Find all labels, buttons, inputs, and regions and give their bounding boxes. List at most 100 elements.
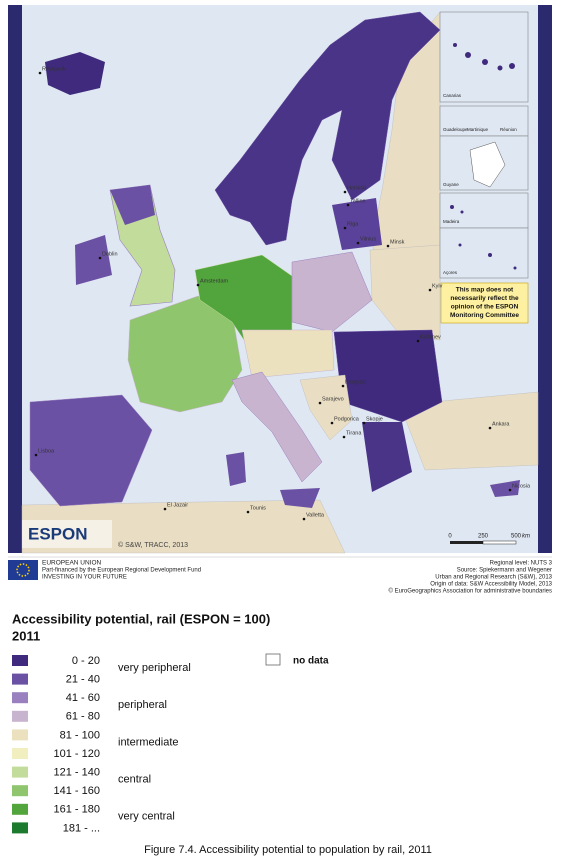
city-dot xyxy=(163,507,167,511)
legend-description: very central xyxy=(118,811,175,823)
city-label: Vilnius xyxy=(360,236,376,242)
eu-text: Part-financed by the European Regional D… xyxy=(42,568,201,574)
city-label: Sarajevo xyxy=(322,396,344,402)
city-label: Minsk xyxy=(390,239,405,245)
source-text: © EuroGeographics Association for admini… xyxy=(388,588,552,595)
city-dot xyxy=(302,517,306,521)
copyright: © S&W, TRACC, 2013 xyxy=(118,541,188,549)
city-dot xyxy=(341,384,345,388)
note-line: Monitoring Committee xyxy=(450,312,519,319)
logo: ESPON xyxy=(28,524,88,543)
city-label: Reykjavík xyxy=(42,66,66,72)
legend-swatch xyxy=(12,822,28,834)
no-data-swatch xyxy=(265,653,281,666)
city-label: Tounis xyxy=(250,505,266,511)
sardinia xyxy=(226,452,246,486)
legend-swatch xyxy=(12,673,28,685)
city-dot xyxy=(386,244,390,248)
city-dot xyxy=(98,256,102,260)
legend-year: 2011 xyxy=(12,628,40,643)
legend-description: very peripheral xyxy=(118,662,191,674)
no-data-label: no data xyxy=(293,656,329,667)
inset-label: Açores xyxy=(443,270,458,275)
source-text: Source: Spiekermann and Wegener xyxy=(457,568,552,574)
scale-bar xyxy=(450,541,483,544)
inset-box xyxy=(439,227,529,279)
eu-text: EUROPEAN UNION xyxy=(42,560,102,567)
legend-range: 141 - 160 xyxy=(54,785,100,797)
legend-range: 101 - 120 xyxy=(54,748,100,760)
city-dot xyxy=(428,288,432,292)
legend-swatch xyxy=(12,748,28,759)
scale-label: km xyxy=(522,534,530,540)
legend-swatch xyxy=(12,766,28,778)
frame-left xyxy=(8,5,22,553)
city-label: Amsterdam xyxy=(200,278,229,284)
legend-swatch xyxy=(12,785,28,797)
legend-range: 161 - 180 xyxy=(54,804,100,816)
eu-flag xyxy=(8,560,38,580)
city-dot xyxy=(318,401,322,405)
city-label: Skopje xyxy=(366,416,383,422)
city-dot xyxy=(356,241,360,245)
logo-bg xyxy=(22,520,112,548)
caption: Figure 7.4. Accessibility potential to p… xyxy=(144,844,432,856)
inset-box xyxy=(439,11,529,103)
legend-description: central xyxy=(118,774,151,786)
inset-label: Guyane xyxy=(443,182,459,187)
iceland xyxy=(45,52,105,95)
city-dot xyxy=(508,488,512,492)
inset-label: Canarias xyxy=(443,93,462,98)
city-dot xyxy=(488,426,492,430)
city-dot xyxy=(34,453,38,457)
italy xyxy=(231,371,323,483)
ireland xyxy=(75,235,112,285)
note-box xyxy=(440,282,529,324)
scale-label: 250 xyxy=(478,534,489,540)
source-text: Origin of data: S&W Accessibility Model,… xyxy=(430,582,552,588)
baltics xyxy=(332,198,382,250)
city-label: Helsinki xyxy=(347,185,366,191)
inset-label: Madeira xyxy=(443,219,460,224)
city-dot xyxy=(246,510,250,514)
legend-range: 21 - 40 xyxy=(66,674,100,686)
greece xyxy=(362,422,412,492)
note-line: This map does not xyxy=(456,287,514,294)
legend-range: 41 - 60 xyxy=(66,692,100,704)
legend-title: Accessibility potential, rail (ESPON = 1… xyxy=(12,611,270,626)
city-dot xyxy=(343,226,347,230)
note-line: opinion of the ESPON xyxy=(451,304,519,311)
city-label: Podgorica xyxy=(334,416,360,422)
city-dot xyxy=(362,421,366,425)
scale-label: 0 xyxy=(448,534,452,540)
city-label: Lisboa xyxy=(38,448,55,454)
city-label: Tirana xyxy=(346,430,362,436)
inset-box xyxy=(439,192,529,229)
city-dot xyxy=(343,190,347,194)
scotland xyxy=(110,185,155,225)
poland xyxy=(291,251,373,333)
city-label: El Jazair xyxy=(167,502,188,508)
legend-range: 121 - 140 xyxy=(54,767,100,779)
legend-swatch xyxy=(12,655,28,666)
inset-label: Guadeloupe xyxy=(443,127,468,132)
iberia xyxy=(29,394,153,507)
scale-bar xyxy=(482,540,517,545)
city-dot xyxy=(196,283,200,287)
frame-right xyxy=(538,5,552,553)
city-dot xyxy=(342,435,346,439)
legend-range: 81 - 100 xyxy=(60,729,100,741)
city-dot xyxy=(38,71,42,75)
scandinavia xyxy=(214,11,441,246)
turkey xyxy=(399,391,539,471)
city-label: Tallinn xyxy=(350,198,366,204)
city-dot xyxy=(346,203,350,207)
city-label: Dublin xyxy=(102,251,118,257)
inset-label: Réunion xyxy=(500,127,517,132)
city-label: Beograd xyxy=(345,379,366,385)
city-label: Ankara xyxy=(492,421,510,427)
cyprus xyxy=(490,480,520,497)
city-label: Kishinev xyxy=(420,334,441,340)
source-text: Urban and Regional Research (S&W), 2013 xyxy=(435,575,552,581)
